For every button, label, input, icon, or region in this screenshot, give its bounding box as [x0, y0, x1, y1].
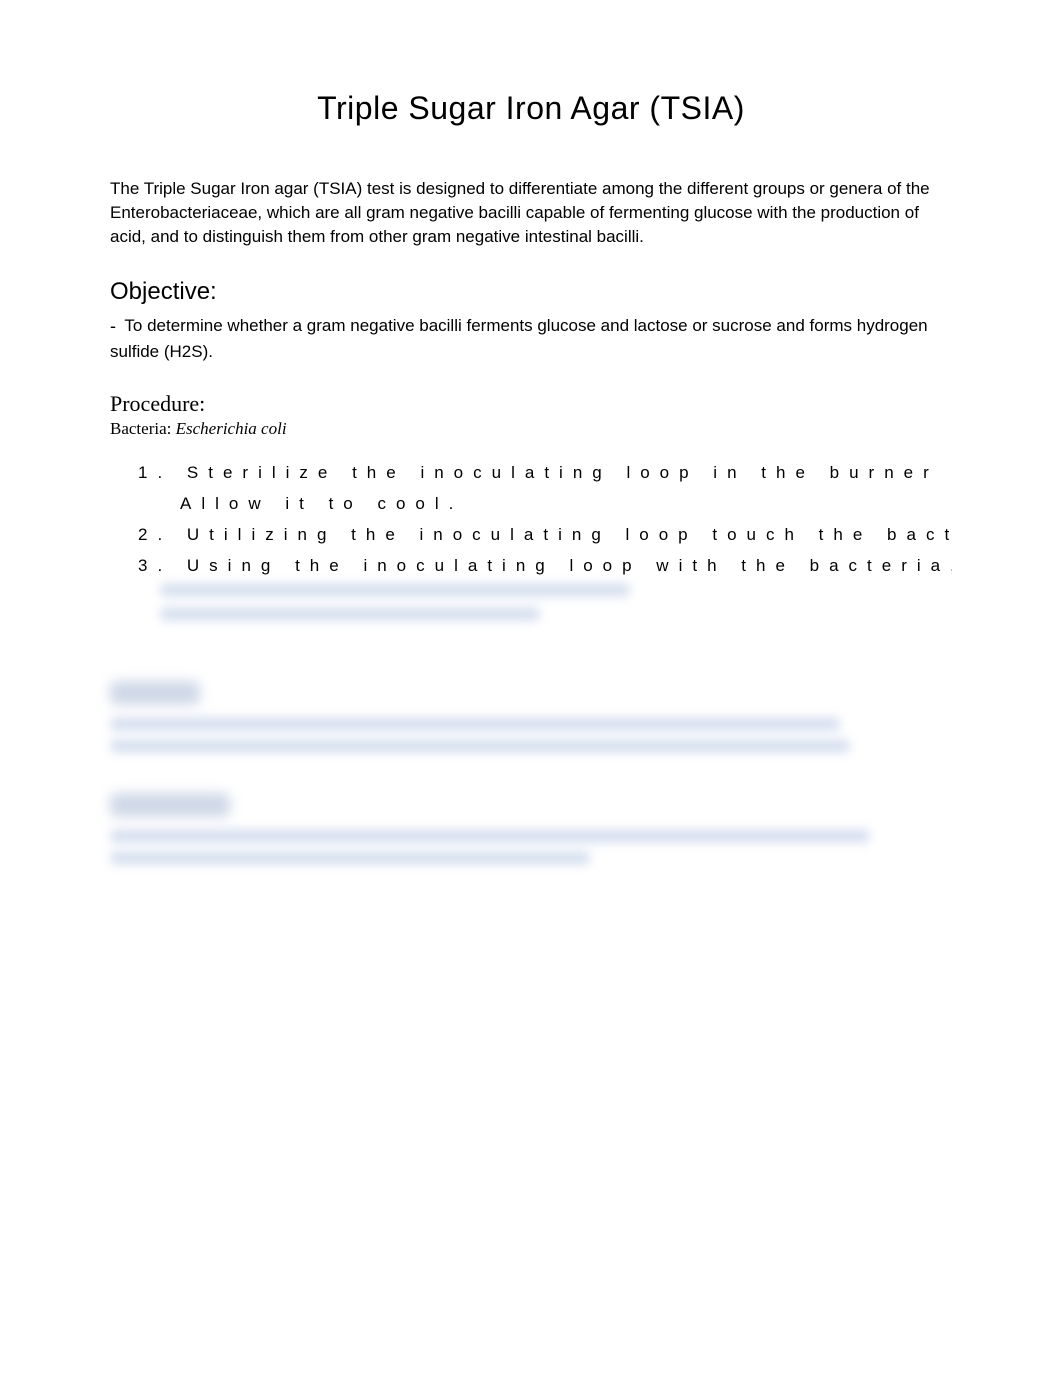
procedure-step-1-cont: Allow it to cool. [138, 490, 952, 519]
bacteria-line: Bacteria: Escherichia coli [110, 419, 952, 439]
procedure-step-2: 2. Utilizing the inoculating loop touch … [138, 521, 952, 550]
blurred-discussion-line-2 [110, 851, 590, 865]
page-title: Triple Sugar Iron Agar (TSIA) [110, 90, 952, 127]
objective-text: - To determine whether a gram negative b… [110, 314, 952, 363]
procedure-list: 1. Sterilize the inoculating loop in the… [110, 459, 952, 581]
blurred-discussion-line-1 [110, 829, 870, 843]
blurred-results-line-2 [110, 739, 850, 753]
blurred-procedure-line-2 [160, 607, 540, 621]
blurred-results-heading [110, 681, 200, 705]
blurred-procedure-line-1 [160, 583, 630, 597]
blurred-results-line-1 [110, 717, 840, 731]
procedure-heading: Procedure: [110, 391, 952, 417]
objective-dash: - [110, 314, 116, 339]
bacteria-label: Bacteria: [110, 419, 176, 438]
objective-heading: Objective: [110, 278, 952, 306]
intro-paragraph: The Triple Sugar Iron agar (TSIA) test i… [110, 177, 952, 248]
procedure-step-1: 1. Sterilize the inoculating loop in the… [138, 459, 952, 488]
blurred-discussion-heading [110, 793, 230, 817]
objective-body: To determine whether a gram negative bac… [110, 316, 928, 360]
bacteria-value: Escherichia coli [176, 419, 287, 438]
procedure-step-3: 3. Using the inoculating loop with the b… [138, 552, 952, 581]
